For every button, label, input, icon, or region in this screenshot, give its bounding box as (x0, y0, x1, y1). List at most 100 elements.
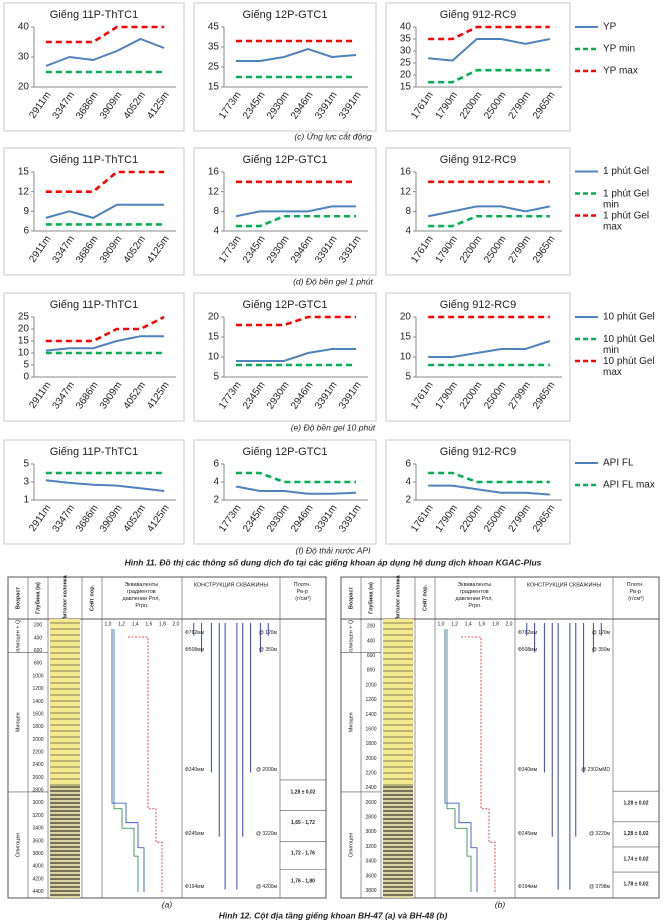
y-tick-label: 6 (213, 459, 219, 470)
legend-label: API FL (603, 458, 634, 469)
series-line (236, 214, 356, 228)
gradient-tick: 1,4 (465, 621, 472, 627)
lithology (50, 786, 80, 898)
depth-label: 4200 (32, 876, 43, 882)
depth-label: 4400 (32, 889, 43, 895)
depth-label: 4000 (32, 864, 43, 870)
casing-label: @ 4200м (256, 884, 278, 890)
y-tick-label: 4 (213, 226, 219, 237)
chart-title: Giếng 912-RC9 (440, 9, 516, 21)
y-tick-label: 15 (208, 82, 220, 93)
depth-label: 2800 (32, 788, 43, 794)
lithology (383, 619, 413, 787)
depth-label: 800 (367, 668, 376, 674)
legend-label: 1 phút Gel (603, 166, 649, 177)
depth-label: 3800 (365, 888, 376, 894)
y-tick-label: 10 (208, 352, 220, 363)
panel-label: (a) (162, 899, 173, 909)
casing-label: @ 2302мMD (581, 767, 610, 773)
chart-title: Giếng 912-RC9 (440, 446, 516, 458)
depth-label: 1600 (32, 711, 43, 717)
legend-label: 1 phút Gel min (603, 188, 652, 210)
gradient-line (444, 629, 478, 892)
y-tick-label: 15 (208, 332, 220, 343)
depth-label: 2400 (365, 785, 376, 791)
y-tick-label: 8 (213, 206, 219, 217)
y-tick-label: 5 (213, 372, 219, 383)
density-label: 1,28 ± 0,02 (624, 831, 649, 837)
y-tick-label: 25 (18, 312, 30, 323)
age-label: Миоцен (348, 712, 354, 732)
series-line (428, 38, 551, 62)
depth-label: 2600 (32, 775, 43, 781)
series-line (45, 479, 165, 492)
legend-label: YP (603, 22, 617, 33)
gradient-tick: 2,0 (506, 621, 513, 627)
depth-label: 1000 (32, 673, 43, 679)
y-tick-label: 6 (23, 226, 29, 237)
density-label: 1,78 ± 0,02 (624, 881, 649, 887)
y-tick-label: 12 (400, 186, 412, 197)
column-header: Эквиваленты градиентов давлении Pпл, Pгр… (123, 582, 162, 609)
depth-label: 3600 (365, 873, 376, 879)
gradient-tick: 1,6 (145, 621, 152, 627)
series-line (428, 25, 550, 41)
column-header: КОНСТРУКЦИЯ СКВАЖИНЫ (527, 582, 602, 588)
row-caption: (d) Độ bền gel 1 phút (293, 276, 373, 286)
y-tick-label: 15 (400, 82, 412, 93)
density-label: 1,72 - 1,76 (291, 851, 315, 857)
depth-label: 3800 (32, 851, 43, 857)
gradient-line (446, 629, 472, 892)
depth-label: 3400 (32, 826, 43, 832)
y-tick-label: 25 (208, 62, 220, 73)
series-line (45, 335, 165, 352)
depth-label: 200 (367, 624, 376, 630)
gradient-tick: 1,6 (478, 621, 485, 627)
y-tick-label: 20 (208, 312, 220, 323)
row-caption: (c) Ứng lực cắt động (294, 131, 372, 141)
chart-title: Giếng 912-RC9 (440, 154, 516, 166)
y-tick-label: 15 (18, 336, 30, 347)
depth-label: 3200 (32, 813, 43, 819)
y-tick-label: 12 (18, 186, 30, 197)
casing-label: @ 350м (592, 647, 611, 653)
row-caption: (e) Độ bền gel 10 phút (291, 422, 376, 432)
y-tick-label: 4 (213, 477, 219, 488)
y-tick-label: 16 (400, 167, 412, 178)
casing-label: @ 120м (259, 630, 278, 636)
y-tick-label: 40 (400, 22, 412, 33)
y-tick-label: 10 (400, 352, 412, 363)
y-tick-label: 8 (405, 206, 411, 217)
legend-label: YP min (603, 44, 635, 55)
series-line (45, 170, 165, 193)
gradient-tick: 1,8 (492, 621, 499, 627)
chart-title: Giếng 12P-GTC1 (243, 446, 328, 458)
column-header: Глубина (м) (34, 582, 41, 614)
age-label: Олигоцен (348, 833, 354, 858)
column-header: КОНСТРУКЦИЯ СКВАЖИНЫ (194, 582, 269, 588)
depth-label: 2000 (365, 756, 376, 762)
casing-label: Ф762мм (518, 630, 538, 636)
chart-panel (3, 292, 185, 422)
y-tick-label: 3 (23, 477, 29, 488)
lithology (50, 619, 80, 787)
y-tick-label: 9 (23, 206, 29, 217)
casing-label: Ф245мм (185, 831, 205, 837)
depth-label: 1600 (365, 726, 376, 732)
y-tick-label: 10 (18, 348, 30, 359)
y-tick-label: 2 (213, 495, 219, 506)
chart-title: Giếng 11P-ThTC1 (50, 9, 138, 21)
column-header: Плотн. Pв-р (г/см³) (627, 582, 646, 602)
lithology (383, 786, 413, 898)
depth-label: 1400 (32, 699, 43, 705)
series-line (235, 485, 357, 495)
series-line (45, 25, 165, 44)
casing-label: @ 120м (592, 630, 611, 636)
depth-label: 3200 (365, 844, 376, 850)
chart-title: Giếng 12P-GTC1 (243, 154, 328, 166)
y-tick-label: 16 (208, 167, 220, 178)
series-line (235, 205, 356, 218)
chart-title: Giếng 912-RC9 (440, 299, 516, 311)
series-line (236, 348, 356, 362)
